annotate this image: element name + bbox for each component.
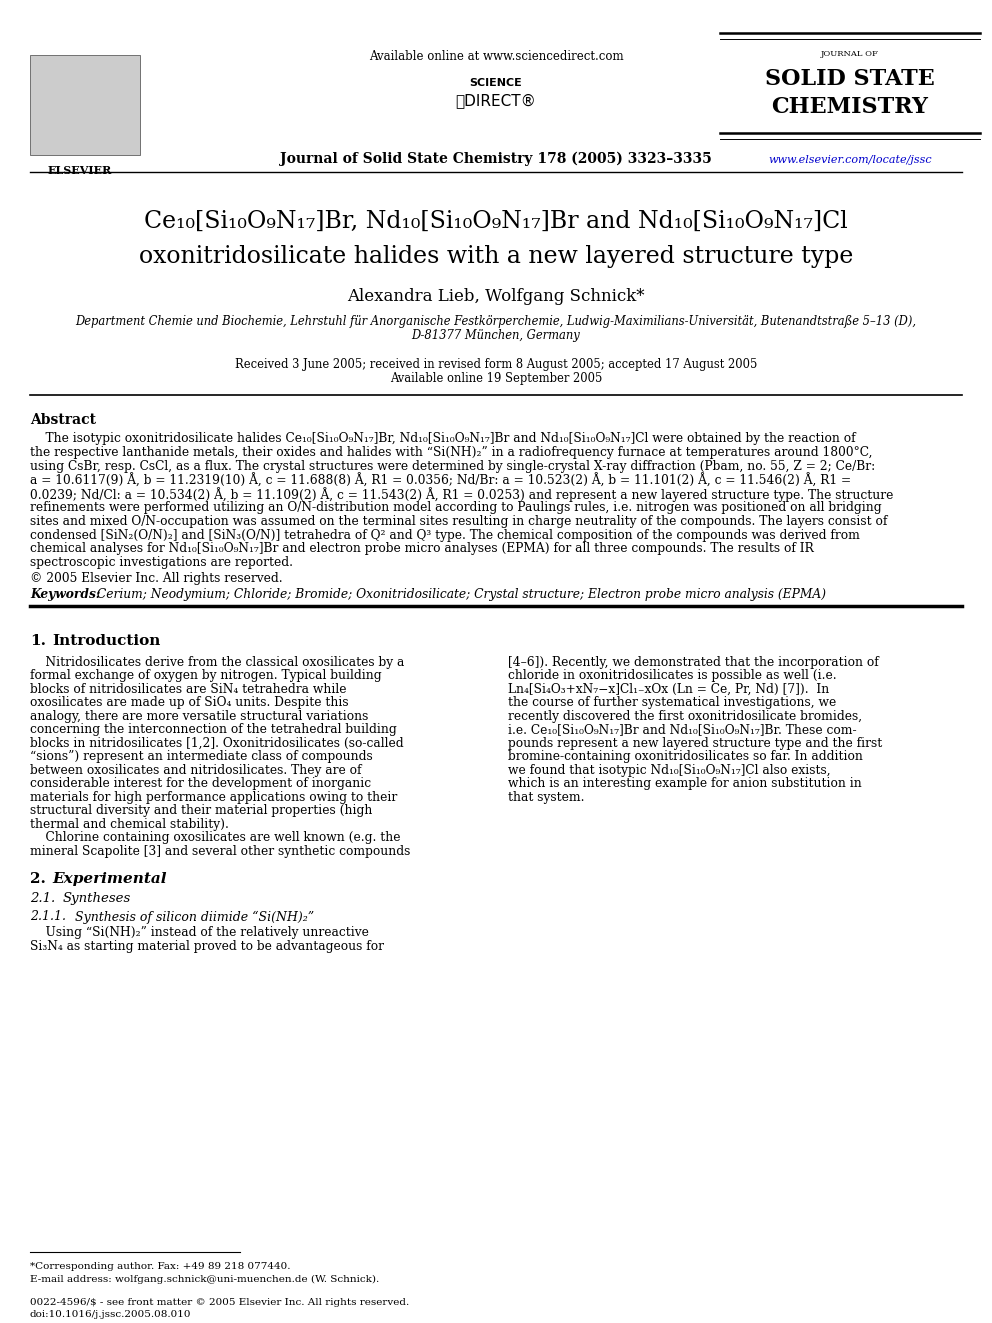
Text: Abstract: Abstract (30, 413, 96, 427)
Text: Using “Si(NH)₂” instead of the relatively unreactive: Using “Si(NH)₂” instead of the relativel… (30, 926, 369, 939)
Text: analogy, there are more versatile structural variations: analogy, there are more versatile struct… (30, 710, 368, 722)
Text: formal exchange of oxygen by nitrogen. Typical building: formal exchange of oxygen by nitrogen. T… (30, 669, 382, 683)
Text: Alexandra Lieb, Wolfgang Schnick*: Alexandra Lieb, Wolfgang Schnick* (347, 288, 645, 306)
Text: Syntheses: Syntheses (63, 893, 131, 905)
Text: Chlorine containing oxosilicates are well known (e.g. the: Chlorine containing oxosilicates are wel… (30, 831, 401, 844)
Text: we found that isotypic Nd₁₀[Si₁₀O₉N₁₇]Cl also exists,: we found that isotypic Nd₁₀[Si₁₀O₉N₁₇]Cl… (508, 763, 830, 777)
Text: Synthesis of silicon diimide “Si(NH)₂”: Synthesis of silicon diimide “Si(NH)₂” (75, 910, 314, 923)
Text: SOLID STATE: SOLID STATE (765, 67, 934, 90)
Text: www.elsevier.com/locate/jssc: www.elsevier.com/locate/jssc (768, 155, 931, 165)
Text: considerable interest for the development of inorganic: considerable interest for the developmen… (30, 778, 371, 791)
Text: spectroscopic investigations are reported.: spectroscopic investigations are reporte… (30, 556, 293, 569)
Text: D-81377 München, Germany: D-81377 München, Germany (412, 329, 580, 343)
Text: Received 3 June 2005; received in revised form 8 August 2005; accepted 17 August: Received 3 June 2005; received in revise… (235, 359, 757, 370)
Text: sites and mixed O/N-occupation was assumed on the terminal sites resulting in ch: sites and mixed O/N-occupation was assum… (30, 515, 888, 528)
Text: Ln₄[Si₄O₃+xN₇−x]Cl₁₋xOx (Ln = Ce, Pr, Nd) [7]).  In: Ln₄[Si₄O₃+xN₇−x]Cl₁₋xOx (Ln = Ce, Pr, Nd… (508, 683, 829, 696)
Text: CHEMISTRY: CHEMISTRY (772, 97, 929, 118)
Text: refinements were performed utilizing an O/N-distribution model according to Paul: refinements were performed utilizing an … (30, 501, 882, 515)
Text: ELSEVIER: ELSEVIER (48, 165, 112, 176)
Text: 2.1.: 2.1. (30, 893, 56, 905)
Text: E-mail address: wolfgang.schnick@uni-muenchen.de (W. Schnick).: E-mail address: wolfgang.schnick@uni-mue… (30, 1275, 379, 1285)
Text: blocks of nitridosilicates are SiN₄ tetrahedra while: blocks of nitridosilicates are SiN₄ tetr… (30, 683, 346, 696)
Text: 2.: 2. (30, 872, 46, 886)
Text: structural diversity and their material properties (high: structural diversity and their material … (30, 804, 372, 818)
Text: which is an interesting example for anion substitution in: which is an interesting example for anio… (508, 778, 862, 791)
Text: “sions”) represent an intermediate class of compounds: “sions”) represent an intermediate class… (30, 750, 373, 763)
Text: SCIENCE: SCIENCE (469, 78, 523, 89)
Text: recently discovered the first oxonitridosilicate bromides,: recently discovered the first oxonitrido… (508, 710, 862, 722)
Text: The isotypic oxonitridosilicate halides Ce₁₀[Si₁₀O₉N₁₇]Br, Nd₁₀[Si₁₀O₉N₁₇]Br and: The isotypic oxonitridosilicate halides … (30, 433, 856, 445)
Text: bromine-containing oxonitridosilicates so far. In addition: bromine-containing oxonitridosilicates s… (508, 750, 863, 763)
Text: 1.: 1. (30, 634, 46, 648)
Text: thermal and chemical stability).: thermal and chemical stability). (30, 818, 229, 831)
Text: *Corresponding author. Fax: +49 89 218 077440.: *Corresponding author. Fax: +49 89 218 0… (30, 1262, 291, 1271)
Text: i.e. Ce₁₀[Si₁₀O₉N₁₇]Br and Nd₁₀[Si₁₀O₉N₁₇]Br. These com-: i.e. Ce₁₀[Si₁₀O₉N₁₇]Br and Nd₁₀[Si₁₀O₉N₁… (508, 724, 857, 737)
Text: chemical analyses for Nd₁₀[Si₁₀O₉N₁₇]Br and electron probe micro analyses (EPMA): chemical analyses for Nd₁₀[Si₁₀O₉N₁₇]Br … (30, 542, 813, 556)
Text: condensed [SiN₂(O/N)₂] and [SiN₃(O/N)] tetrahedra of Q² and Q³ type. The chemica: condensed [SiN₂(O/N)₂] and [SiN₃(O/N)] t… (30, 529, 860, 541)
Text: mineral Scapolite [3] and several other synthetic compounds: mineral Scapolite [3] and several other … (30, 845, 411, 859)
Text: 2.1.1.: 2.1.1. (30, 910, 66, 923)
Text: doi:10.1016/j.jssc.2005.08.010: doi:10.1016/j.jssc.2005.08.010 (30, 1310, 191, 1319)
Text: Department Chemie und Biochemie, Lehrstuhl für Anorganische Festkörperchemie, Lu: Department Chemie und Biochemie, Lehrstu… (75, 315, 917, 328)
Text: using CsBr, resp. CsCl, as a flux. The crystal structures were determined by sin: using CsBr, resp. CsCl, as a flux. The c… (30, 459, 875, 472)
Text: pounds represent a new layered structure type and the first: pounds represent a new layered structure… (508, 737, 882, 750)
Text: ⓐDIRECT®: ⓐDIRECT® (455, 93, 537, 108)
Text: oxonitridosilicate halides with a new layered structure type: oxonitridosilicate halides with a new la… (139, 245, 853, 269)
Text: Experimental: Experimental (52, 872, 167, 886)
Text: Journal of Solid State Chemistry 178 (2005) 3323–3335: Journal of Solid State Chemistry 178 (20… (280, 152, 712, 167)
Text: concerning the interconnection of the tetrahedral building: concerning the interconnection of the te… (30, 724, 397, 737)
Text: JOURNAL OF: JOURNAL OF (821, 50, 879, 58)
Text: Ce₁₀[Si₁₀O₉N₁₇]Br, Nd₁₀[Si₁₀O₉N₁₇]Br and Nd₁₀[Si₁₀O₉N₁₇]Cl: Ce₁₀[Si₁₀O₉N₁₇]Br, Nd₁₀[Si₁₀O₉N₁₇]Br and… (144, 210, 848, 233)
Text: [4–6]). Recently, we demonstrated that the incorporation of: [4–6]). Recently, we demonstrated that t… (508, 656, 879, 669)
Text: Available online 19 September 2005: Available online 19 September 2005 (390, 372, 602, 385)
Text: that system.: that system. (508, 791, 584, 804)
Text: Keywords:: Keywords: (30, 587, 100, 601)
Text: Available online at www.sciencedirect.com: Available online at www.sciencedirect.co… (369, 50, 623, 64)
Text: between oxosilicates and nitridosilicates. They are of: between oxosilicates and nitridosilicate… (30, 763, 361, 777)
Text: the course of further systematical investigations, we: the course of further systematical inves… (508, 696, 836, 709)
Text: Cerium; Neodymium; Chloride; Bromide; Oxonitridosilicate; Crystal structure; Ele: Cerium; Neodymium; Chloride; Bromide; Ox… (93, 587, 826, 601)
Text: Nitridosilicates derive from the classical oxosilicates by a: Nitridosilicates derive from the classic… (30, 656, 405, 669)
Text: Si₃N₄ as starting material proved to be advantageous for: Si₃N₄ as starting material proved to be … (30, 941, 384, 953)
Text: chloride in oxonitridosilicates is possible as well (i.e.: chloride in oxonitridosilicates is possi… (508, 669, 836, 683)
Text: 0.0239; Nd/Cl: a = 10.534(2) Å, b = 11.109(2) Å, c = 11.543(2) Å, R1 = 0.0253) a: 0.0239; Nd/Cl: a = 10.534(2) Å, b = 11.1… (30, 487, 894, 501)
Text: 0022-4596/$ - see front matter © 2005 Elsevier Inc. All rights reserved.: 0022-4596/$ - see front matter © 2005 El… (30, 1298, 410, 1307)
Text: oxosilicates are made up of SiO₄ units. Despite this: oxosilicates are made up of SiO₄ units. … (30, 696, 348, 709)
Text: a = 10.6117(9) Å, b = 11.2319(10) Å, c = 11.688(8) Å, R1 = 0.0356; Nd/Br: a = 10: a = 10.6117(9) Å, b = 11.2319(10) Å, c =… (30, 474, 851, 487)
Text: the respective lanthanide metals, their oxides and halides with “Si(NH)₂” in a r: the respective lanthanide metals, their … (30, 446, 873, 459)
Text: materials for high performance applications owing to their: materials for high performance applicati… (30, 791, 397, 804)
Bar (30, 56, 140, 155)
Text: blocks in nitridosilicates [1,2]. Oxonitridosilicates (so-called: blocks in nitridosilicates [1,2]. Oxonit… (30, 737, 404, 750)
Text: Introduction: Introduction (52, 634, 161, 648)
Text: © 2005 Elsevier Inc. All rights reserved.: © 2005 Elsevier Inc. All rights reserved… (30, 572, 283, 585)
